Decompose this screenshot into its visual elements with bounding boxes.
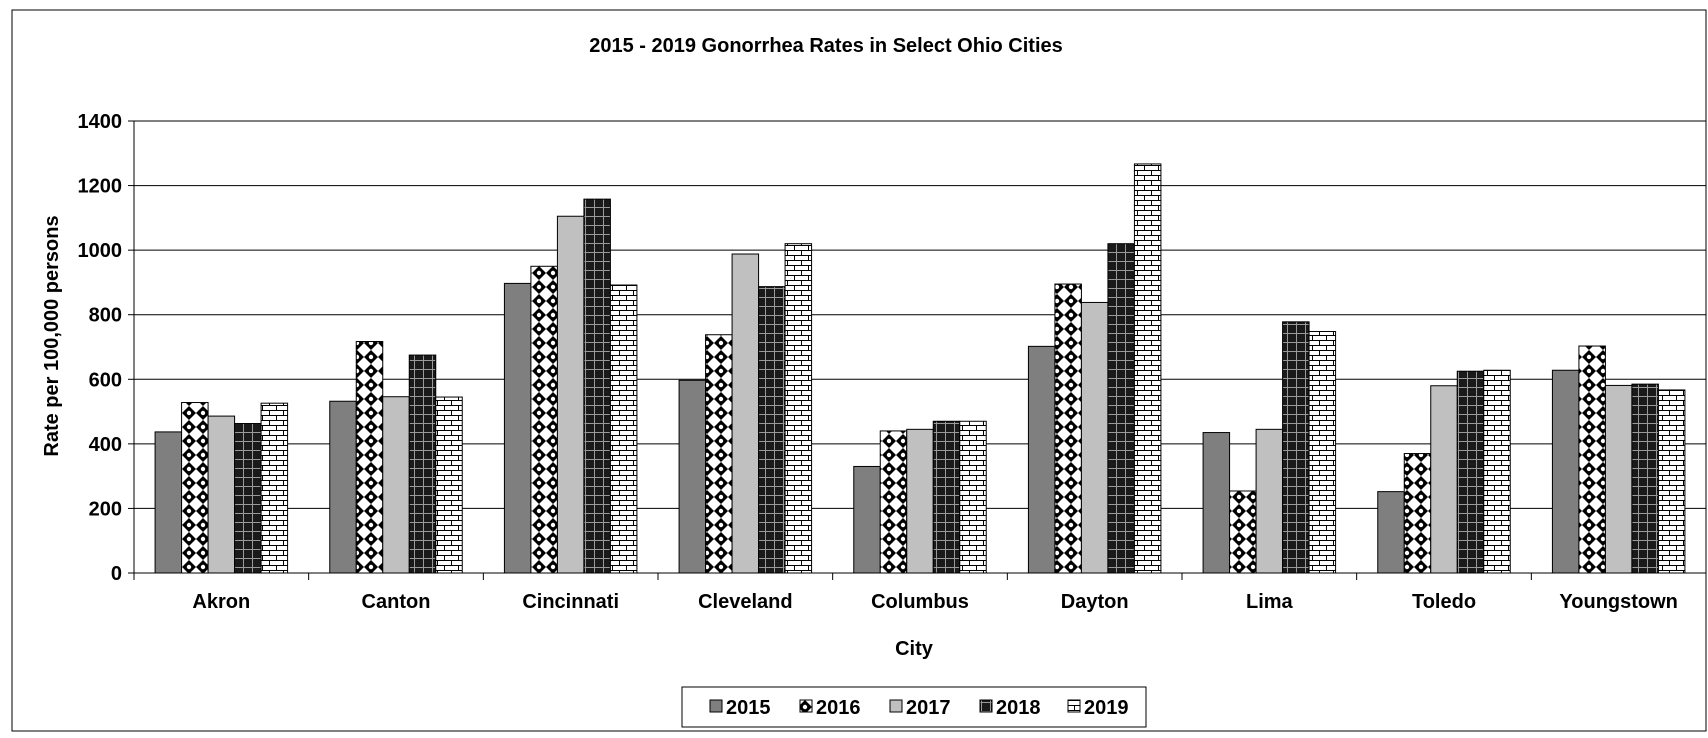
legend-swatch-2016 [799, 699, 813, 713]
legend-swatch-2017 [889, 699, 903, 713]
x-axis-label: City [895, 638, 934, 660]
y-axis-ticks: 0 200 400 600 800 1000 1200 1400 [78, 111, 134, 585]
legend-swatch-2019 [1067, 699, 1081, 713]
bar-2018-youngstown [1631, 383, 1659, 574]
bar-2016-lima [1229, 490, 1257, 574]
bar-2016-toledo [1403, 453, 1432, 574]
x-tick-label: Youngstown [1559, 591, 1678, 613]
bar-2017-toledo [1430, 385, 1458, 574]
y-tick-label: 1200 [78, 176, 123, 198]
y-tick-label: 1400 [78, 111, 123, 133]
legend-swatch-2015 [709, 699, 723, 713]
bar-2019-toledo [1483, 369, 1511, 574]
chart-title: 2015 - 2019 Gonorrhea Rates in Select Oh… [589, 35, 1063, 57]
bar-2015-toledo [1377, 491, 1405, 574]
bar-2015-youngstown [1551, 369, 1580, 574]
legend-label-2019: 2019 [1084, 697, 1129, 719]
y-tick-label: 0 [111, 563, 122, 585]
bar-2015-columbus [853, 465, 881, 574]
bar-2018-dayton [1107, 243, 1135, 574]
bar-2019-lima [1308, 331, 1337, 574]
x-tick-label: Toledo [1412, 591, 1476, 613]
bar-2016-akron [181, 402, 209, 574]
legend-label-2015: 2015 [726, 697, 771, 719]
x-tick-label: Lima [1246, 591, 1294, 613]
x-tick-label: Cleveland [698, 591, 792, 613]
y-tick-label: 200 [89, 498, 122, 520]
y-tick-label: 800 [89, 305, 122, 327]
bar-2016-youngstown [1578, 345, 1606, 574]
bars [154, 163, 1686, 574]
legend-swatch-2018 [979, 699, 993, 713]
bar-2019-cincinnati [609, 284, 638, 574]
bar-2019-akron [260, 402, 289, 574]
bar-2016-cincinnati [530, 265, 558, 574]
x-tick-label: Columbus [871, 591, 969, 613]
bar-2017-dayton [1080, 301, 1109, 574]
x-axis-ticks: Akron Canton Cincinnati Cleveland Columbus Da… [133, 573, 1707, 613]
bar-2019-canton [435, 396, 463, 574]
x-tick-label: Canton [362, 591, 431, 613]
bar-2015-akron [154, 431, 183, 574]
bar-2016-columbus [879, 430, 908, 574]
bar-2017-cleveland [731, 253, 760, 574]
bar-2015-dayton [1027, 345, 1056, 574]
bar-2016-canton [355, 341, 384, 574]
y-axis-label: Rate per 100,000 persons [41, 215, 63, 456]
bar-2015-cleveland [678, 379, 707, 574]
bar-2017-lima [1255, 428, 1284, 574]
bar-2017-youngstown [1604, 384, 1633, 574]
chart-border [11, 9, 1707, 732]
bar-2019-youngstown [1657, 389, 1686, 574]
legend-label-2017: 2017 [906, 697, 951, 719]
x-tick-label: Dayton [1061, 591, 1129, 613]
bar-2015-lima [1202, 432, 1231, 574]
y-tick-label: 400 [89, 434, 122, 456]
x-tick-label: Akron [192, 591, 250, 613]
bar-2018-cleveland [758, 286, 786, 574]
legend-label-2016: 2016 [816, 697, 861, 719]
y-tick-label: 600 [89, 369, 122, 391]
bar-2018-toledo [1456, 370, 1485, 574]
bar-2018-columbus [932, 420, 961, 574]
bar-2019-columbus [959, 420, 987, 574]
bar-2018-akron [234, 423, 262, 574]
legend: 2015 2016 2017 2018 2019 [681, 686, 1147, 728]
y-tick-label: 1000 [78, 240, 123, 262]
bar-2018-cincinnati [583, 198, 611, 574]
bar-2015-canton [329, 400, 357, 574]
bar-2016-cleveland [705, 334, 733, 574]
bar-2015-cincinnati [503, 282, 532, 574]
x-tick-label: Cincinnati [522, 591, 619, 613]
bar-2018-lima [1282, 321, 1310, 574]
legend-label-2018: 2018 [996, 697, 1041, 719]
bar-2017-akron [207, 415, 236, 574]
bar-2019-dayton [1133, 163, 1162, 574]
bar-2017-cincinnati [556, 215, 585, 574]
axes [133, 121, 1706, 574]
bar-2017-canton [382, 396, 410, 574]
bar-2017-columbus [906, 428, 934, 574]
bar-2019-cleveland [784, 243, 813, 574]
bar-2018-canton [408, 354, 437, 574]
bar-2016-dayton [1054, 283, 1082, 574]
